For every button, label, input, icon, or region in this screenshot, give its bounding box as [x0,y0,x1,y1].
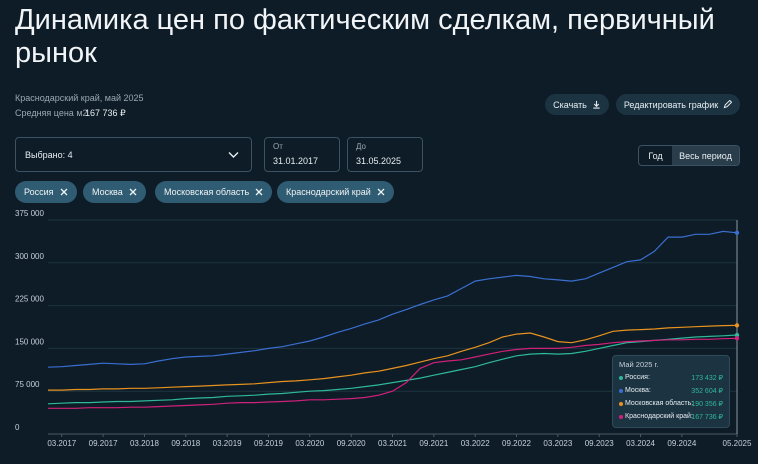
chip-text: Краснодарский край [286,187,371,197]
x-tick-label: 03.2020 [295,439,324,448]
tooltip-value: 352 604 ₽ [691,388,723,395]
y-tick-label: 375 000 [15,210,44,218]
chip-remove[interactable] [60,188,68,196]
series-line [47,230,738,368]
date-from-label: От [273,142,283,151]
x-tick-label: 09.2024 [667,439,696,448]
x-tick-label: 03.2018 [130,439,159,448]
y-tick-label: 225 000 [15,295,44,304]
edit-text: Редактировать график [623,99,719,110]
period-year[interactable]: Год [648,150,663,161]
x-tick-label: 03.2023 [543,439,572,448]
end-point [734,336,740,341]
download-text: Скачать [553,99,587,110]
filter-chip[interactable]: Московская область [155,181,273,203]
y-tick-label: 75 000 [15,380,40,389]
tooltip-dot [619,415,623,419]
y-tick-label: 0 [15,423,20,432]
chart: 0 75 000 150 000 225 000 300 000 375 000 03.20… [15,210,752,448]
date-to[interactable]: До 31.05.2025 [347,137,423,172]
filter-chip[interactable]: Москва [83,181,146,203]
tooltip-value: 173 432 ₽ [691,375,723,382]
tooltip-label: Московская область: [625,400,694,407]
end-point [734,323,740,328]
date-from[interactable]: От 31.01.2017 [264,137,340,172]
series-line [48,324,738,391]
series-line [47,334,738,405]
tooltip-dot [619,376,623,380]
period-all[interactable]: Весь период [672,146,739,165]
tooltip-label: Москва: [625,387,651,394]
date-from-value: 31.01.2017 [273,156,319,166]
x-tick-label: 03.2022 [461,439,490,448]
region: Краснодарский край, май 2025 [15,93,144,103]
end-point [734,332,740,338]
tooltip-label: Краснодарский край: [625,413,693,420]
x-tick-label: 09.2023 [585,439,614,448]
x-tick-label: 03.2017 [47,439,76,448]
tooltip-label: Россия: [625,374,650,381]
date-to-value: 31.05.2025 [356,156,402,166]
tooltip-dot [619,402,623,406]
end-point [734,230,740,235]
tooltip-value: 167 736 ₽ [691,414,723,421]
x-tick-label: 09.2019 [254,439,283,448]
tooltip-dot [619,389,623,393]
avg-price-value: 167 736 ₽ [85,108,126,118]
edit-button[interactable]: Редактировать график [616,94,740,115]
x-tick-label: 09.2018 [171,439,200,448]
chip-text: Москва [92,187,123,197]
chip-text: Россия [24,187,54,197]
x-tick-label: 09.2020 [337,439,366,448]
chip-text: Московская область [164,187,250,197]
select-text: Выбрано: 4 [25,150,73,160]
x-tick-label: 03.2019 [213,439,242,448]
chip-remove[interactable] [129,188,137,196]
x-tick-label: 09.2021 [419,439,448,448]
avg-price-label: Средняя цена м2 [15,108,88,118]
x-tick-label: 09.2022 [502,439,531,448]
y-tick-label: 300 000 [15,252,44,261]
download-icon [593,100,600,109]
tooltip-title: Май 2025 г. [619,360,659,369]
x-tick-label: 09.2017 [89,439,118,448]
x-tick-label: 03.2021 [378,439,407,448]
tooltip-value: 190 356 ₽ [691,401,723,408]
filter-chip[interactable]: Россия [15,181,77,203]
chevron-icon [228,152,239,158]
tooltip: Май 2025 г. Россия: 173 432 ₽ Москва: 352 6… [612,355,730,428]
filter-chip[interactable]: Краснодарский край [277,181,394,203]
date-to-label: До [356,142,366,151]
download-button[interactable]: Скачать [545,94,609,115]
select-dropdown[interactable]: Выбрано: 4 [15,137,252,172]
series-line [48,337,738,409]
page-title: Динамика цен по фактическим сделкам, пер… [15,4,715,69]
chip-remove[interactable] [377,188,385,196]
y-tick-label: 150 000 [15,337,44,346]
period-toggle: Год Весь период [638,145,740,166]
x-tick-label: 05.2025 [723,439,752,448]
x-tick-label: 03.2024 [626,439,655,448]
chip-remove[interactable] [255,188,263,196]
edit-icon [723,100,733,109]
